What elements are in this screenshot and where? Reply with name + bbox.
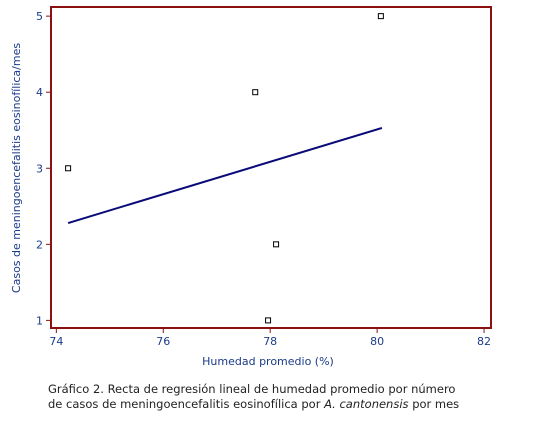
x-tick-label: 80 bbox=[370, 335, 384, 348]
point bbox=[265, 317, 272, 324]
point bbox=[65, 165, 72, 172]
plot-frame bbox=[50, 6, 492, 329]
x-tick-label: 74 bbox=[49, 335, 63, 348]
x-tick-label: 82 bbox=[477, 335, 491, 348]
y-tick-label: 1 bbox=[36, 314, 43, 327]
point bbox=[377, 13, 384, 20]
y-axis-title: Casos de meningoencefalitis eosinofílica… bbox=[10, 43, 23, 293]
chart: Humedad promedio (%) Casos de meningoenc… bbox=[10, 6, 492, 368]
x-tick-label: 76 bbox=[156, 335, 170, 348]
y-tick-label: 5 bbox=[36, 10, 43, 23]
x-axis-title: Humedad promedio (%) bbox=[202, 355, 334, 368]
y-tick-label: 4 bbox=[36, 86, 43, 99]
y-tick-label: 3 bbox=[36, 162, 43, 175]
caption-line: Gráfico 2. Recta de regresión lineal de … bbox=[48, 382, 456, 396]
y-tick-label: 2 bbox=[36, 238, 43, 251]
species: A. cantonensis bbox=[324, 397, 409, 411]
caption: Gráfico 2. Recta de regresión lineal de … bbox=[48, 382, 459, 412]
caption-text: de casos de meningoencefalitis eosinofíl… bbox=[48, 397, 321, 411]
point bbox=[273, 241, 280, 248]
caption-line: de casos de meningoencefalitis eosinofíl… bbox=[48, 397, 459, 412]
regression-line bbox=[67, 126, 383, 224]
point bbox=[252, 89, 259, 96]
x-tick-label: 78 bbox=[263, 335, 277, 348]
caption-text: por mes bbox=[412, 397, 460, 411]
